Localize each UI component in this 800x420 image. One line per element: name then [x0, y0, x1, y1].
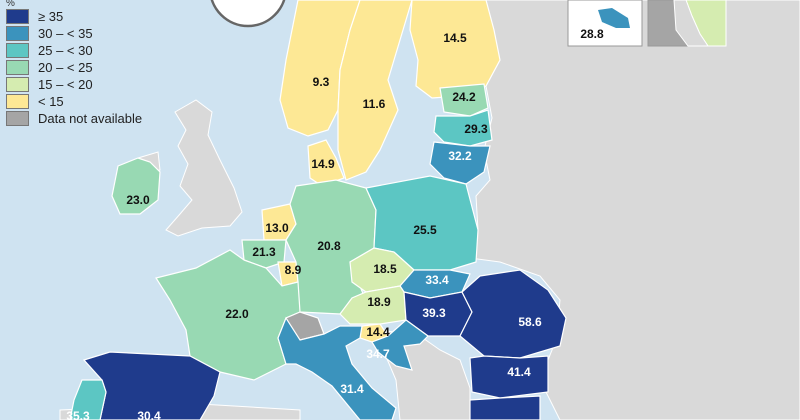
- legend-item-na: Data not available: [6, 110, 166, 127]
- inset-circle-frame: [210, 0, 286, 28]
- value-label-croatia: 34.7: [366, 347, 390, 361]
- region-bulgaria[interactable]: [469, 355, 549, 399]
- legend-swatch-na: [6, 111, 29, 126]
- legend-swatch: [6, 43, 29, 58]
- value-label-italy: 31.4: [340, 382, 364, 396]
- value-label-germany: 20.8: [317, 239, 341, 253]
- legend-item: 30 – < 35: [6, 25, 166, 42]
- value-label-estonia: 24.2: [452, 90, 476, 104]
- region-denmark[interactable]: [307, 139, 345, 187]
- region-romania[interactable]: [459, 269, 567, 359]
- region-estonia[interactable]: [439, 83, 489, 117]
- region-malta[interactable]: [598, 8, 630, 28]
- region-ireland[interactable]: [111, 157, 161, 215]
- legend-item: 25 – < 30: [6, 42, 166, 59]
- value-label-netherlands: 13.0: [265, 221, 289, 235]
- region-sweden[interactable]: [337, 0, 413, 181]
- region-portugal[interactable]: [69, 379, 107, 420]
- region-greece: [469, 395, 541, 420]
- legend-swatch: [6, 77, 29, 92]
- region-latvia[interactable]: [433, 109, 493, 147]
- value-label-norway: 9.3: [313, 75, 330, 89]
- eu-regions: [69, 0, 567, 420]
- value-label-slovenia: 14.4: [366, 325, 390, 339]
- region-finland[interactable]: [409, 0, 501, 99]
- region-croatia[interactable]: [371, 319, 429, 371]
- value-labels: 9.3 11.6 14.5 24.2 29.3 32.2 14.9 23.0 13.0 21.3 8…: [66, 27, 604, 420]
- value-label-lithuania: 32.2: [448, 149, 472, 163]
- value-label-hungary: 39.3: [422, 306, 446, 320]
- region-france[interactable]: [155, 249, 301, 381]
- legend-swatch: [6, 94, 29, 109]
- legend-label: 20 – < 25: [38, 60, 93, 75]
- legend-swatch: [6, 9, 29, 24]
- value-label-luxembourg: 8.9: [285, 263, 302, 277]
- legend-label: 30 – < 35: [38, 26, 93, 41]
- legend-label-na: Data not available: [38, 111, 143, 126]
- value-label-austria: 18.9: [367, 295, 391, 309]
- value-label-poland: 25.5: [413, 223, 437, 237]
- region-italy[interactable]: [277, 316, 397, 420]
- value-label-slovakia: 33.4: [425, 273, 449, 287]
- legend-item: ≥ 35: [6, 8, 166, 25]
- value-label-france: 22.0: [225, 307, 249, 321]
- value-label-latvia: 29.3: [464, 122, 488, 136]
- value-label-czechia: 18.5: [373, 262, 397, 276]
- legend-item: 20 – < 25: [6, 59, 166, 76]
- region-lithuania[interactable]: [429, 141, 491, 185]
- malta-inset: [567, 0, 643, 47]
- legend-unit: %: [6, 0, 15, 9]
- value-label-spain: 30.4: [137, 409, 161, 420]
- legend-label: 15 – < 20: [38, 77, 93, 92]
- legend-swatch: [6, 60, 29, 75]
- value-label-ireland: 23.0: [126, 193, 150, 207]
- value-label-romania: 58.6: [518, 315, 542, 329]
- value-label-denmark: 14.9: [311, 157, 335, 171]
- value-label-belgium: 21.3: [252, 245, 276, 259]
- legend-item: 15 – < 20: [6, 76, 166, 93]
- legend-swatch: [6, 26, 29, 41]
- map-legend: % ≥ 35 30 – < 35 25 – < 30 20 – < 25 15 – < …: [6, 0, 166, 127]
- value-label-sweden: 11.6: [363, 97, 386, 111]
- legend-label: 25 – < 30: [38, 43, 93, 58]
- legend-label: ≥ 35: [38, 9, 64, 24]
- value-label-finland: 14.5: [443, 31, 467, 45]
- liechtenstein-inset: [647, 0, 727, 47]
- value-label-bulgaria: 41.4: [507, 365, 531, 379]
- legend-label: < 15: [38, 94, 64, 109]
- value-label-malta: 28.8: [580, 27, 604, 41]
- legend-item: < 15: [6, 93, 166, 110]
- value-label-portugal: 35.3: [66, 409, 90, 420]
